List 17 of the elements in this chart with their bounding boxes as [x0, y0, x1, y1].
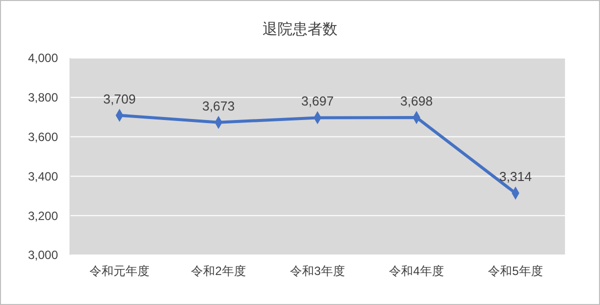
y-tick-label: 4,000 — [28, 51, 58, 66]
x-tick-label: 令和5年度 — [488, 264, 543, 278]
y-tick-label: 3,800 — [28, 90, 58, 105]
x-tick-label: 令和2年度 — [191, 264, 246, 278]
data-label: 3,673 — [202, 98, 235, 114]
y-tick-label: 3,400 — [28, 169, 58, 184]
y-tick-label: 3,600 — [28, 130, 58, 144]
x-tick-label: 令和3年度 — [290, 264, 345, 278]
y-tick-label: 3,200 — [28, 208, 58, 223]
x-tick-label: 令和元年度 — [90, 264, 150, 278]
data-label: 3,314 — [499, 169, 532, 184]
data-label: 3,709 — [103, 91, 136, 106]
y-tick-label: 3,000 — [28, 248, 58, 262]
x-tick-label: 令和4年度 — [389, 264, 444, 278]
chart-title: 退院患者数 — [262, 21, 338, 38]
data-label: 3,697 — [301, 94, 334, 109]
data-label: 3,698 — [400, 93, 433, 108]
